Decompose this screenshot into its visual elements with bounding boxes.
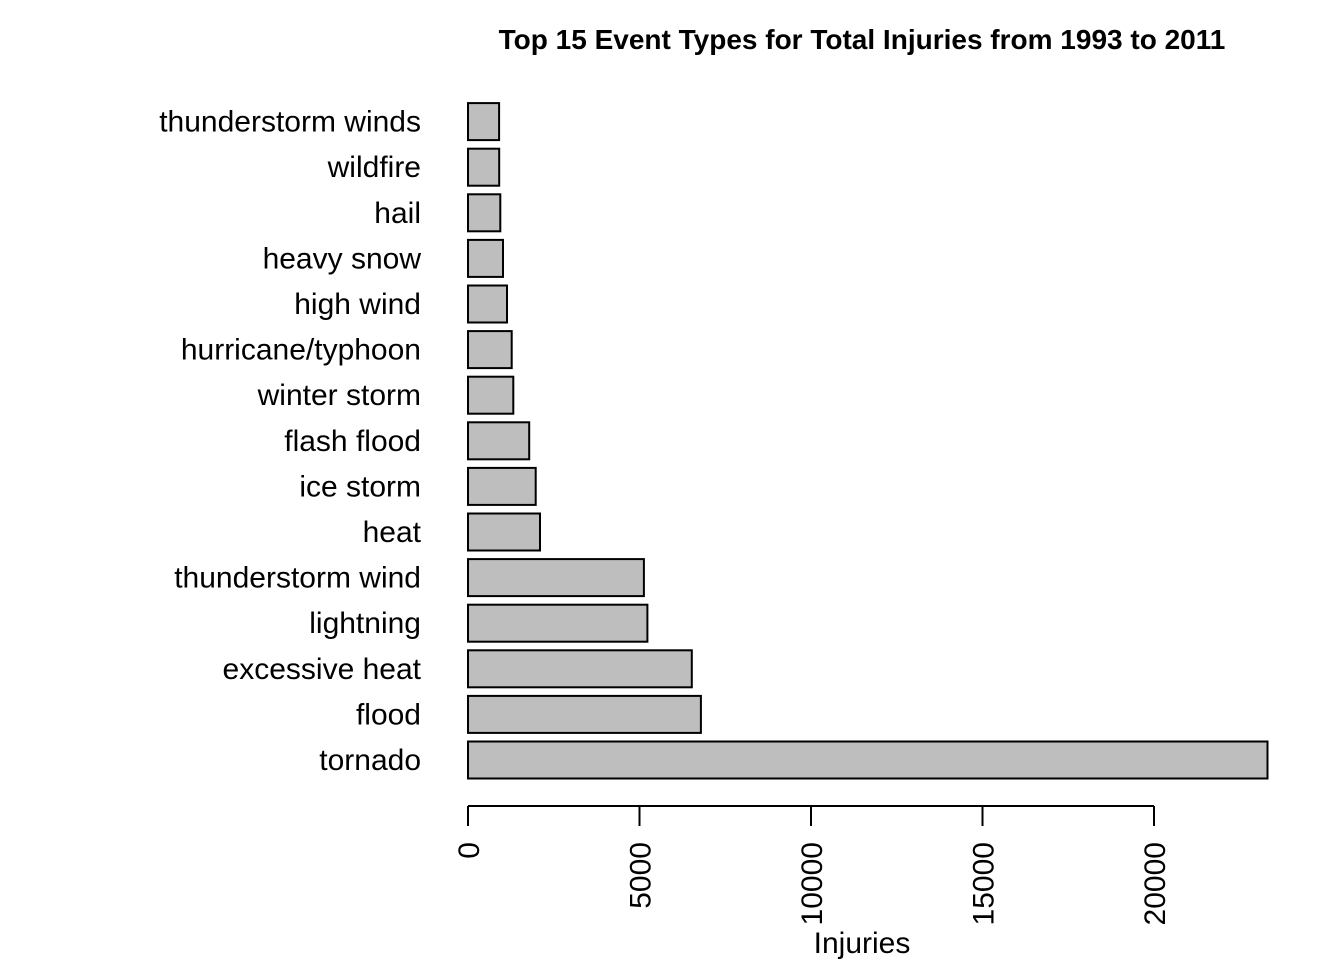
bar-high-wind (467, 284, 508, 324)
bar-excessive-heat (467, 649, 693, 689)
category-label-ice-storm: ice storm (299, 470, 421, 503)
bar-lightning (467, 603, 649, 643)
category-label-hail: hail (374, 197, 421, 230)
x-tick-label-10000: 10000 (796, 842, 829, 925)
bar-ice-storm (467, 466, 537, 506)
bar-flood (467, 694, 702, 734)
category-label-high-wind: high wind (294, 288, 421, 321)
category-label-tornado: tornado (319, 744, 421, 777)
x-tick-label-0: 0 (453, 842, 486, 859)
category-label-flood: flood (356, 698, 421, 731)
category-label-excessive-heat: excessive heat (223, 653, 422, 686)
x-axis: 0 5000 10000 15000 20000 (453, 805, 1172, 925)
bar-thunderstorm-wind (467, 558, 645, 598)
bar-hurricane-typhoon (467, 330, 513, 370)
bar-heat (467, 512, 541, 552)
category-label-heat: heat (363, 516, 422, 549)
bar-wildfire (467, 147, 501, 187)
chart-title: Top 15 Event Types for Total Injuries fr… (499, 24, 1226, 55)
x-tick-label-5000: 5000 (625, 842, 658, 909)
x-axis-title: Injuries (814, 927, 911, 960)
category-label-thunderstorm-winds: thunderstorm winds (159, 106, 421, 139)
x-tick-label-20000: 20000 (1139, 842, 1172, 925)
category-label-flash-flood: flash flood (284, 425, 421, 458)
bar-heavy-snow (467, 238, 504, 278)
bars-group (467, 102, 1269, 780)
bar-hail (467, 193, 502, 233)
bar-thunderstorm-winds (467, 102, 501, 142)
category-label-wildfire: wildfire (327, 151, 421, 184)
category-label-thunderstorm-wind: thunderstorm wind (174, 562, 421, 595)
bar-flash-flood (467, 421, 531, 461)
bar-tornado (467, 740, 1269, 780)
category-label-hurricane-typhoon: hurricane/typhoon (181, 334, 421, 367)
bar-winter-storm (467, 375, 515, 415)
category-label-winter-storm: winter storm (257, 379, 421, 412)
x-tick-label-15000: 15000 (968, 842, 1001, 925)
category-label-heavy-snow: heavy snow (263, 242, 422, 275)
category-labels: tornado flood excessive heat lightning thund… (159, 106, 421, 777)
category-label-lightning: lightning (309, 607, 421, 640)
